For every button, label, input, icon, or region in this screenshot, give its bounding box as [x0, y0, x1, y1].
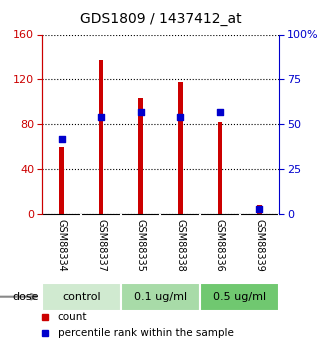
- Text: count: count: [58, 313, 87, 322]
- Text: control: control: [62, 292, 100, 302]
- Bar: [138, 98, 143, 214]
- Text: GSM88336: GSM88336: [215, 219, 225, 272]
- Text: GSM88339: GSM88339: [255, 219, 265, 272]
- Point: [178, 114, 183, 120]
- Point: [99, 114, 104, 120]
- Point: [257, 206, 262, 211]
- Bar: [178, 81, 183, 214]
- Text: 0.1 ug/ml: 0.1 ug/ml: [134, 292, 187, 302]
- Text: 0.5 ug/ml: 0.5 ug/ml: [213, 292, 266, 302]
- Bar: [218, 122, 222, 214]
- Text: GSM88335: GSM88335: [136, 219, 146, 272]
- Text: GSM88334: GSM88334: [56, 219, 66, 272]
- FancyBboxPatch shape: [200, 283, 279, 310]
- Text: GSM88337: GSM88337: [96, 219, 106, 272]
- Bar: [59, 147, 64, 214]
- Text: percentile rank within the sample: percentile rank within the sample: [58, 328, 234, 337]
- Bar: [99, 60, 103, 214]
- FancyBboxPatch shape: [42, 283, 121, 310]
- Point: [138, 109, 143, 115]
- Text: GDS1809 / 1437412_at: GDS1809 / 1437412_at: [80, 12, 241, 26]
- Bar: [257, 205, 262, 214]
- Text: GSM88338: GSM88338: [175, 219, 185, 272]
- FancyBboxPatch shape: [121, 283, 200, 310]
- Point: [217, 109, 222, 115]
- Point: [59, 136, 64, 141]
- Text: dose: dose: [12, 292, 39, 302]
